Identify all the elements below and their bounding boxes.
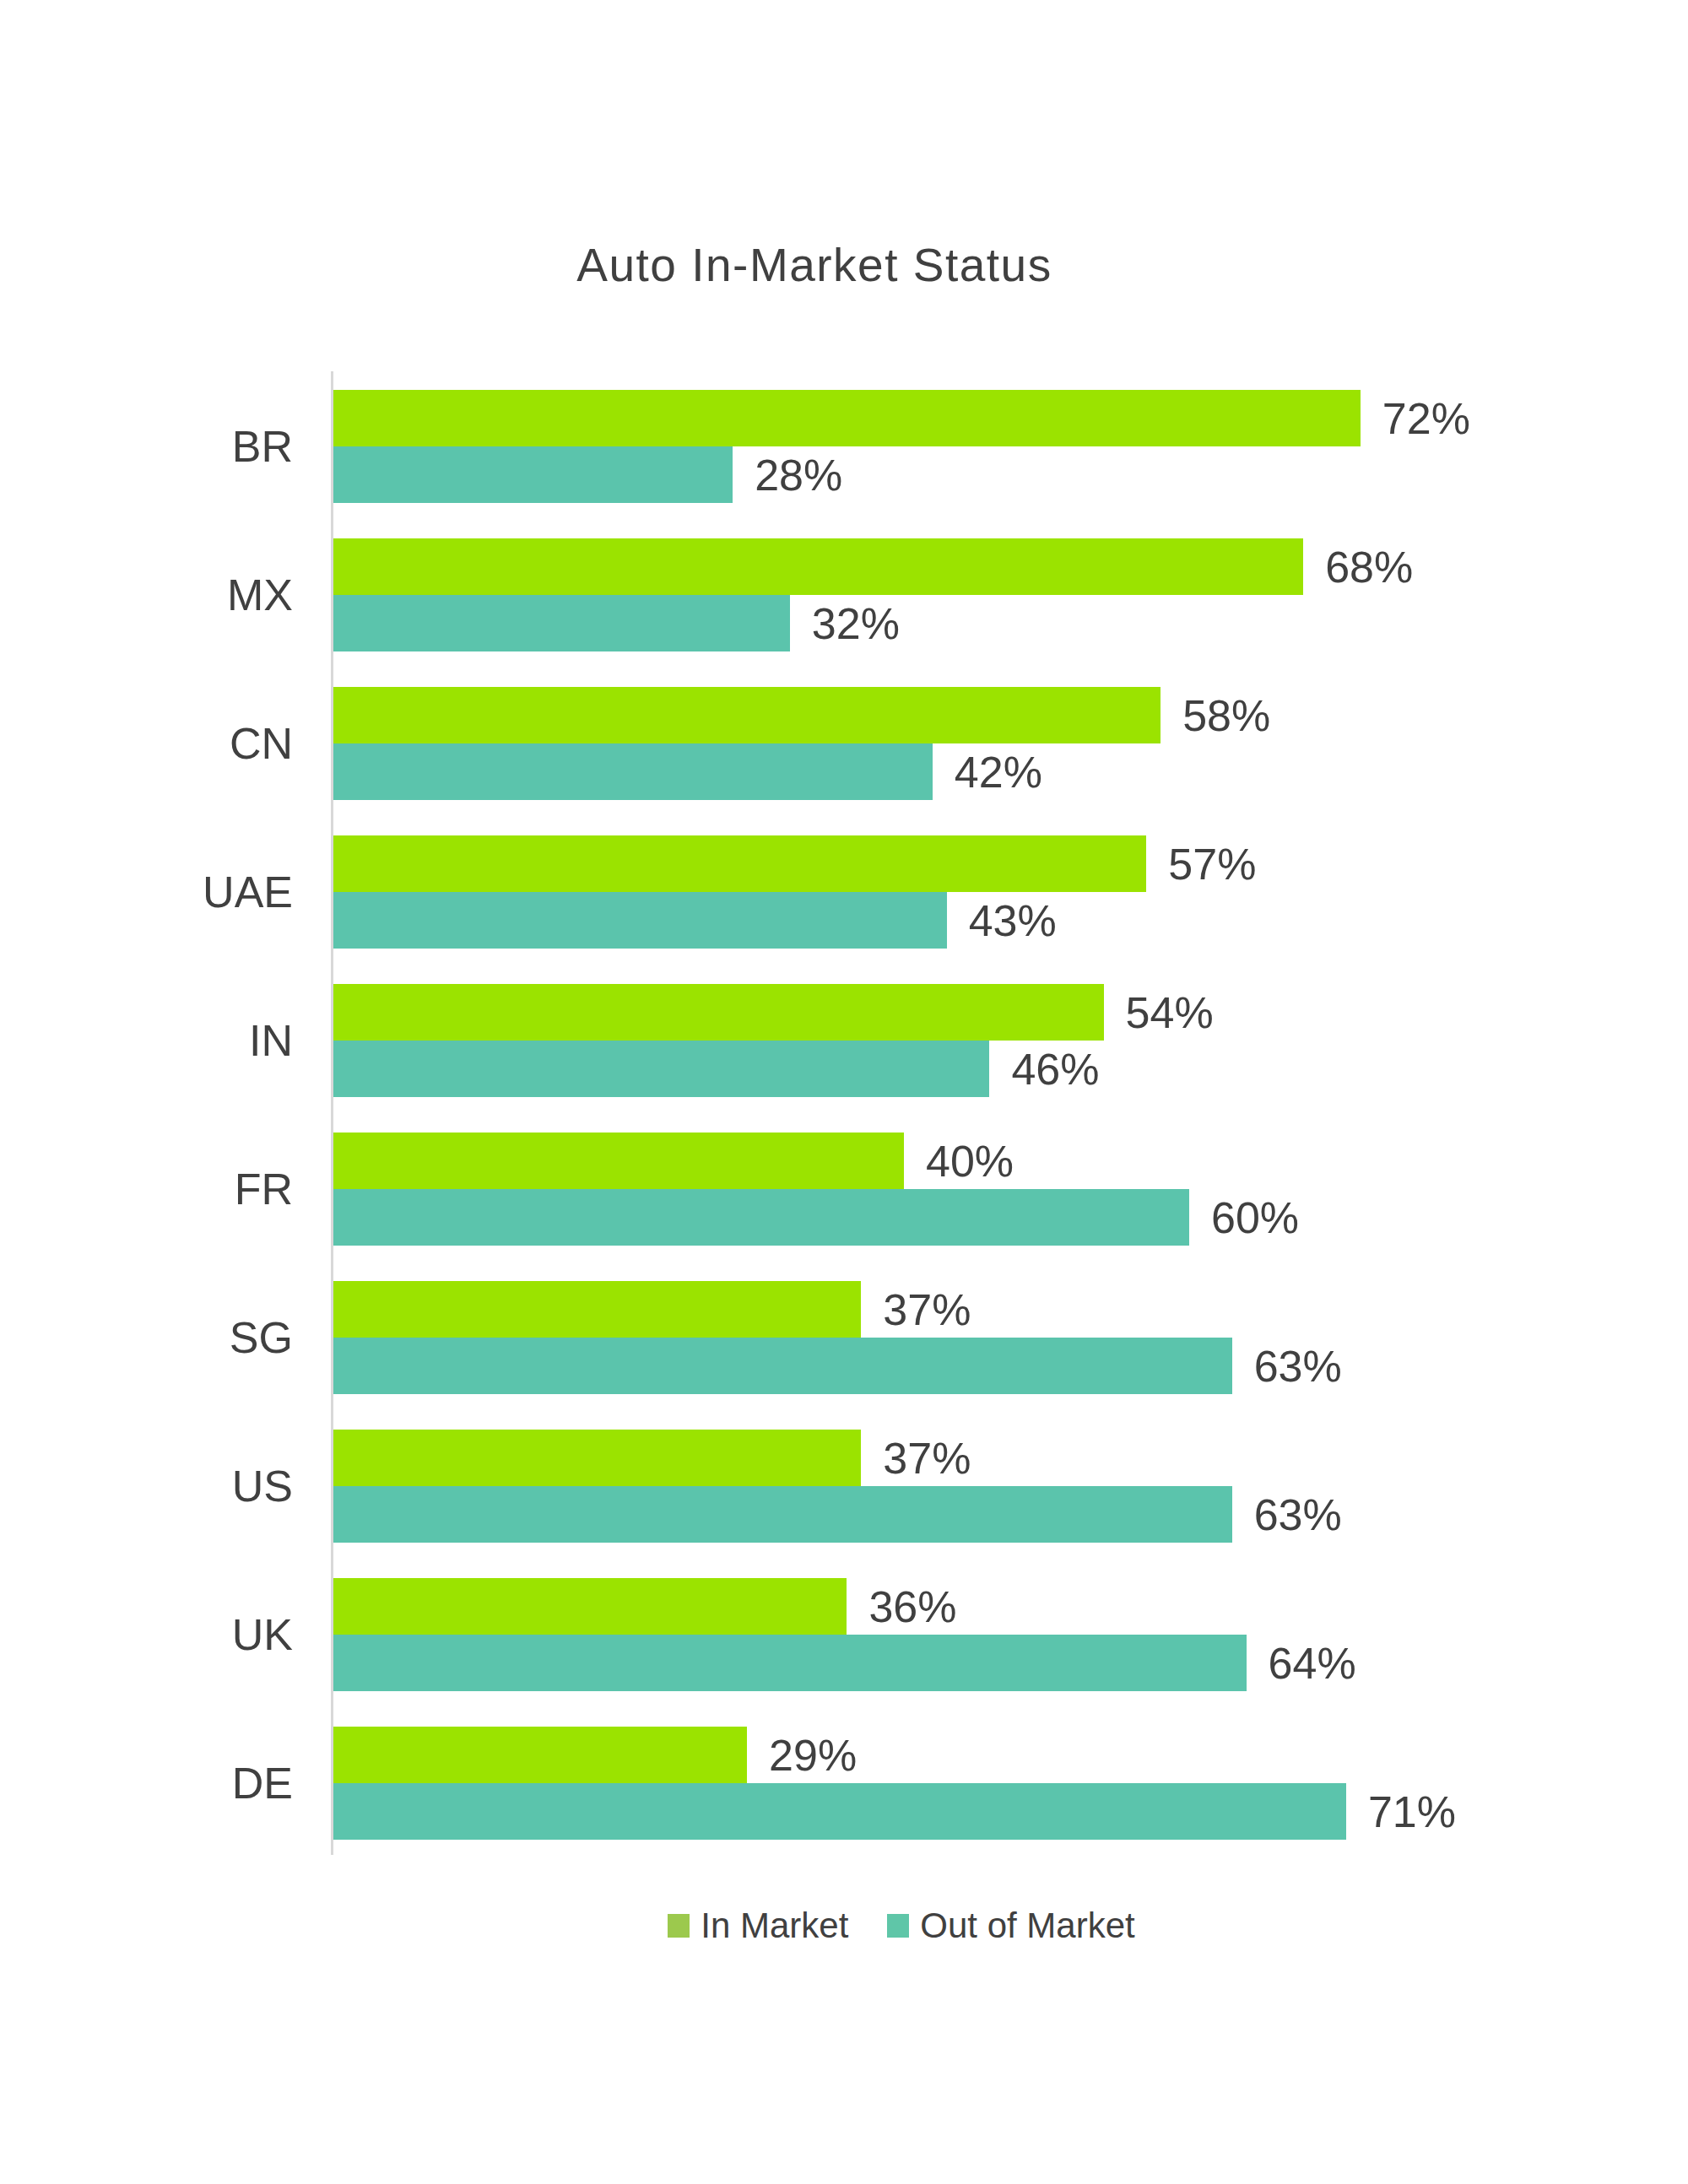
out-of-market-bar-line: 42% — [333, 743, 1474, 800]
out-of-market-bar-line: 63% — [333, 1486, 1474, 1543]
out-of-market-bar — [333, 1189, 1189, 1246]
out-of-market-bar — [333, 1635, 1247, 1691]
bar-chart: Auto In-Market Status BR 72% 28% MX 68% 32% CN… — [0, 0, 1688, 2184]
in-market-value-label: 72% — [1382, 390, 1470, 446]
in-market-value-label: 54% — [1126, 984, 1214, 1041]
in-market-bar — [333, 1430, 861, 1486]
in-market-bar-line: 54% — [333, 984, 1474, 1041]
out-of-market-value-label: 63% — [1254, 1338, 1342, 1394]
country-group-sg: SG37%63% — [333, 1281, 1474, 1394]
in-market-bar-line: 68% — [333, 538, 1474, 595]
in-market-bar-line: 58% — [333, 687, 1474, 743]
category-label: UK — [232, 1578, 293, 1691]
in-market-bar — [333, 1133, 904, 1189]
in-market-value-label: 37% — [883, 1430, 971, 1486]
in-market-value-label: 58% — [1182, 687, 1270, 743]
in-market-bar-line: 37% — [333, 1281, 1474, 1338]
in-market-bar — [333, 1281, 861, 1338]
out-of-market-bar-line: 46% — [333, 1041, 1474, 1097]
legend-item-in-market: In Market — [668, 1906, 848, 1946]
country-group-br: BR72%28% — [333, 390, 1474, 503]
in-market-value-label: 57% — [1168, 835, 1256, 892]
in-market-value-label: 68% — [1325, 538, 1413, 595]
out-of-market-value-label: 32% — [812, 595, 900, 651]
legend-item-out-of-market: Out of Market — [887, 1906, 1134, 1946]
in-market-bar — [333, 835, 1146, 892]
out-of-market-bar — [333, 446, 733, 503]
category-label: SG — [230, 1281, 293, 1394]
legend-label-in-market: In Market — [701, 1906, 848, 1946]
in-market-value-label: 29% — [769, 1727, 857, 1783]
out-of-market-value-label: 63% — [1254, 1486, 1342, 1543]
in-market-bar — [333, 1578, 847, 1635]
category-label: BR — [232, 390, 293, 503]
category-label: US — [232, 1430, 293, 1543]
in-market-value-label: 37% — [883, 1281, 971, 1338]
out-of-market-bar-line: 64% — [333, 1635, 1474, 1691]
in-market-bar-line: 37% — [333, 1430, 1474, 1486]
category-label: MX — [227, 538, 293, 651]
out-of-market-bar — [333, 1783, 1346, 1840]
country-group-de: DE29%71% — [333, 1727, 1474, 1840]
category-label: IN — [249, 984, 293, 1097]
out-of-market-bar-line: 60% — [333, 1189, 1474, 1246]
out-of-market-value-label: 71% — [1368, 1783, 1456, 1840]
out-of-market-swatch-icon — [887, 1914, 909, 1938]
in-market-value-label: 40% — [926, 1133, 1014, 1189]
in-market-bar — [333, 1727, 747, 1783]
country-group-uk: UK36%64% — [333, 1578, 1474, 1691]
out-of-market-bar — [333, 1338, 1232, 1394]
in-market-bar — [333, 538, 1303, 595]
legend-label-out-of-market: Out of Market — [920, 1906, 1134, 1946]
out-of-market-bar — [333, 892, 947, 949]
out-of-market-bar-line: 71% — [333, 1783, 1474, 1840]
out-of-market-bar-line: 32% — [333, 595, 1474, 651]
out-of-market-bar — [333, 1041, 989, 1097]
out-of-market-bar-line: 28% — [333, 446, 1474, 503]
out-of-market-value-label: 46% — [1011, 1041, 1099, 1097]
country-group-fr: FR40%60% — [333, 1133, 1474, 1246]
country-group-mx: MX68%32% — [333, 538, 1474, 651]
out-of-market-bar — [333, 595, 790, 651]
in-market-bar-line: 57% — [333, 835, 1474, 892]
out-of-market-value-label: 42% — [955, 743, 1042, 800]
in-market-swatch-icon — [668, 1914, 690, 1938]
legend: In Market Out of Market — [331, 1900, 1472, 1951]
chart-title: Auto In-Market Status — [0, 238, 1629, 292]
out-of-market-bar — [333, 1486, 1232, 1543]
in-market-value-label: 36% — [868, 1578, 956, 1635]
country-group-cn: CN58%42% — [333, 687, 1474, 800]
category-label: DE — [232, 1727, 293, 1840]
in-market-bar — [333, 687, 1160, 743]
in-market-bar-line: 29% — [333, 1727, 1474, 1783]
out-of-market-value-label: 28% — [755, 446, 842, 503]
category-label: CN — [230, 687, 293, 800]
country-group-uae: UAE57%43% — [333, 835, 1474, 949]
out-of-market-value-label: 43% — [969, 892, 1057, 949]
plot-area: BR72%28%MX68%32%CN58%42%UAE57%43%IN54%46… — [333, 390, 1474, 1841]
out-of-market-value-label: 64% — [1269, 1635, 1356, 1691]
in-market-bar — [333, 984, 1104, 1041]
out-of-market-bar-line: 63% — [333, 1338, 1474, 1394]
category-label: UAE — [203, 835, 293, 949]
country-group-in: IN54%46% — [333, 984, 1474, 1097]
in-market-bar-line: 36% — [333, 1578, 1474, 1635]
in-market-bar-line: 40% — [333, 1133, 1474, 1189]
in-market-bar — [333, 390, 1361, 446]
out-of-market-bar-line: 43% — [333, 892, 1474, 949]
out-of-market-bar — [333, 743, 933, 800]
out-of-market-value-label: 60% — [1211, 1189, 1299, 1246]
in-market-bar-line: 72% — [333, 390, 1474, 446]
country-group-us: US37%63% — [333, 1430, 1474, 1543]
category-label: FR — [235, 1133, 293, 1246]
